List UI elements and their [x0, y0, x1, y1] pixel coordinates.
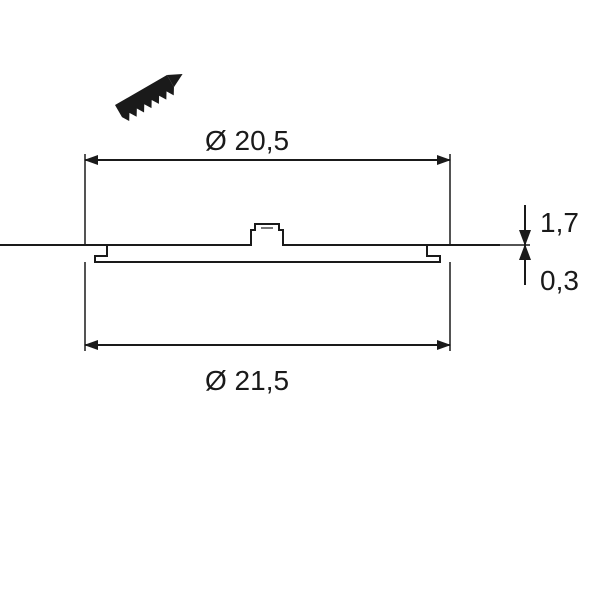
dim-depth-label: 1,7: [540, 207, 579, 238]
dimension-drawing: Ø 20,5 Ø 21,5 1,7 0,3: [0, 0, 600, 600]
saw-icon: [115, 68, 190, 123]
dim-flange-label: 0,3: [540, 265, 579, 296]
dim-outer-label: Ø 21,5: [205, 365, 289, 396]
dim-cutout-label: Ø 20,5: [205, 125, 289, 156]
fixture-outline: [95, 224, 440, 262]
